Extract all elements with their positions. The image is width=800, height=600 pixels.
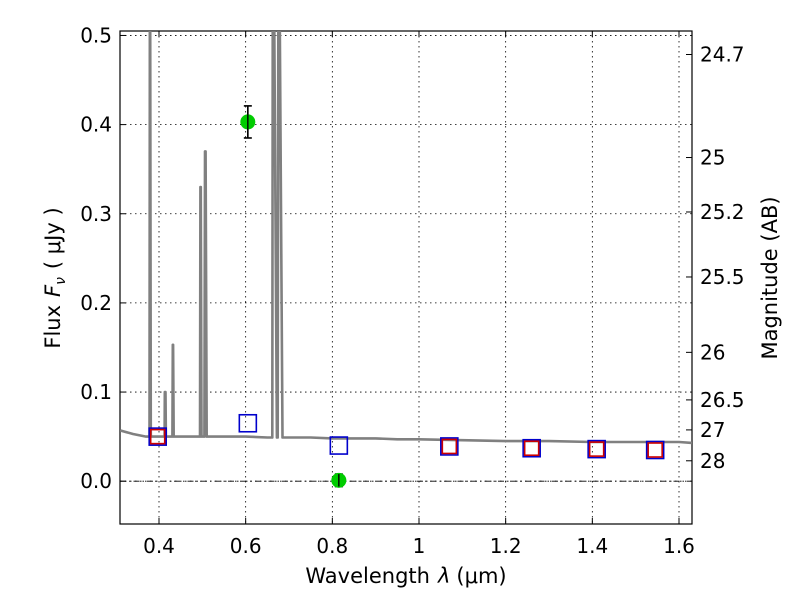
blue-square-marker (238, 413, 258, 433)
x-tick-label: 1.2 (490, 534, 522, 558)
y-tick-label: 0.0 (80, 469, 112, 493)
axes: 0.4 0.6 0.8 1 1.2 1.4 1.6 0.0 0.1 0.2 0.3 0.4 0.5 24.… (80, 23, 744, 558)
red-square-marker (441, 438, 458, 455)
blue-square-marker (148, 427, 167, 446)
x-tick-label: 1.4 (576, 534, 608, 558)
x-axis-title: Wavelength λ (μm) (305, 564, 506, 588)
red-square-marker (588, 441, 605, 457)
red-square-marker (523, 440, 540, 457)
plot-area (120, 31, 692, 488)
x-tick-label: 0.4 (143, 534, 175, 558)
blue-square-marker (645, 440, 665, 460)
blue-square-marker (329, 436, 349, 455)
plot-frame (119, 30, 693, 525)
y2-axis-title: Magnitude (AB) (758, 196, 782, 359)
y-tick-label: 0.5 (80, 23, 112, 47)
y2-tick-label: 26 (700, 340, 725, 364)
y-tick-label: 0.2 (80, 291, 112, 315)
y2-tick-label: 25 (700, 146, 725, 170)
blue-square-marker (522, 438, 541, 458)
y-tick-label: 0.3 (80, 202, 112, 226)
red-square-marker (647, 442, 663, 458)
x-tick-label: 0.8 (316, 534, 348, 558)
y2-tick-label: 27 (700, 418, 725, 442)
y2-tick-label: 25.2 (700, 200, 745, 224)
blue-square-marker (587, 439, 606, 459)
y-axis-title: FluxFν( μJy ) (41, 207, 69, 348)
x-tick-label: 1.6 (663, 534, 695, 558)
y2-tick-label: 28 (700, 449, 725, 473)
y2-tick-label: 24.7 (700, 43, 745, 67)
y-tick-label: 0.4 (80, 113, 112, 137)
x-tick-label: 1 (413, 534, 426, 558)
y-tick-label: 0.1 (80, 380, 112, 404)
sed-model-line (120, 31, 692, 445)
red-square-marker (149, 428, 166, 445)
y2-tick-label: 25.5 (700, 265, 745, 289)
blue-square-marker (440, 437, 459, 456)
y2-tick-label: 26.5 (700, 388, 745, 412)
x-tick-label: 0.6 (230, 534, 262, 558)
